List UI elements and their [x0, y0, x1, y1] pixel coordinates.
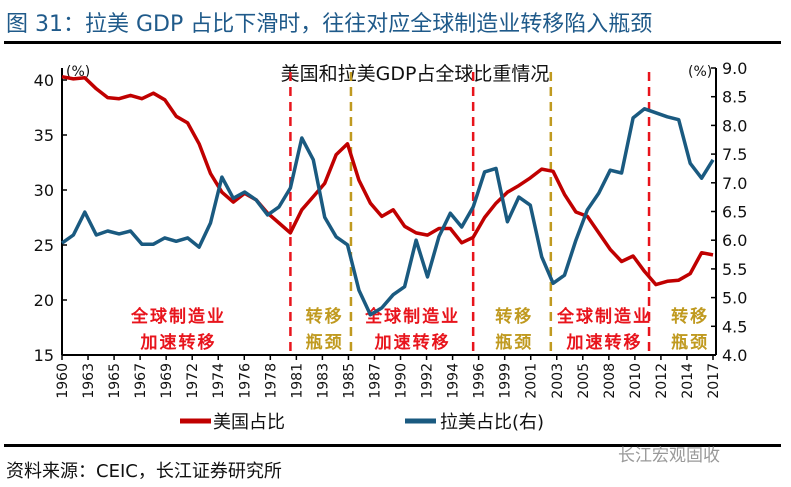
legend-label: 美国占比 — [213, 412, 285, 433]
annotation-text: 瓶颈 — [671, 332, 709, 353]
annotation-text: 加速转移 — [374, 332, 451, 353]
x-tick-label: 1983 — [315, 363, 331, 399]
left-axis-unit: (%) — [66, 64, 90, 80]
x-tick-label: 2012 — [654, 363, 670, 399]
x-tick-label: 2017 — [706, 363, 722, 399]
annotation-text: 加速转移 — [566, 332, 643, 353]
right-tick-label: 9.0 — [722, 59, 747, 78]
x-tick-label: 1994 — [446, 363, 462, 399]
x-tick-label: 1990 — [394, 363, 410, 399]
left-tick-label: 25 — [34, 236, 54, 255]
x-tick-label: 2003 — [550, 363, 566, 399]
annotation-text: 全球制造业 — [556, 306, 652, 327]
x-tick-label: 2014 — [680, 363, 696, 399]
right-axis-unit: (%) — [688, 64, 712, 80]
x-tick-label: 2010 — [628, 363, 644, 399]
right-tick-label: 6.5 — [722, 203, 747, 222]
left-tick-label: 40 — [34, 71, 54, 90]
series-line-latam — [60, 107, 715, 317]
right-tick-label: 6.0 — [722, 231, 747, 250]
annotation-text: 瓶颈 — [306, 332, 344, 353]
annotation-text: 转移 — [306, 306, 344, 327]
x-tick-label: 1967 — [133, 363, 149, 399]
x-tick-label: 1974 — [211, 363, 227, 399]
right-tick-label: 4.5 — [722, 317, 747, 336]
annotation-text: 瓶颈 — [495, 332, 533, 353]
series-line-us — [61, 74, 714, 287]
left-tick-label: 15 — [34, 346, 54, 365]
x-tick-label: 1981 — [289, 363, 305, 399]
right-tick-label: 8.0 — [722, 116, 747, 135]
right-tick-label: 7.5 — [722, 145, 747, 164]
x-tick-label: 1996 — [472, 363, 488, 399]
title-rule — [4, 41, 781, 44]
legend-label: 拉美占比(右) — [440, 412, 544, 433]
x-tick-label: 2001 — [524, 363, 540, 399]
annotation-text: 全球制造业 — [130, 306, 226, 327]
x-tick-label: 1978 — [263, 363, 279, 399]
footer-rule — [4, 444, 781, 447]
left-tick-label: 35 — [34, 126, 54, 145]
right-tick-label: 8.5 — [722, 88, 747, 107]
right-tick-label: 5.0 — [722, 289, 747, 308]
annotation-text: 转移 — [495, 306, 533, 327]
x-tick-label: 1963 — [81, 363, 97, 399]
annotation-text: 转移 — [671, 306, 709, 327]
x-tick-label: 1976 — [237, 363, 253, 399]
x-tick-label: 2008 — [602, 363, 618, 399]
chart-title: 美国和拉美GDP占全球比重情况 — [281, 63, 550, 85]
x-tick-label: 1972 — [185, 363, 201, 399]
right-tick-label: 5.5 — [722, 260, 747, 279]
x-tick-label: 1987 — [367, 363, 383, 399]
x-tick-label: 1969 — [159, 363, 175, 399]
source-note: 资料来源：CEIC，长江证券研究所 — [6, 461, 282, 482]
x-tick-label: 1992 — [420, 363, 436, 399]
left-tick-label: 20 — [34, 291, 54, 310]
right-tick-label: 4.0 — [722, 346, 747, 365]
x-tick-label: 1999 — [498, 363, 514, 399]
annotation-text: 全球制造业 — [364, 306, 460, 327]
x-tick-label: 1985 — [341, 363, 357, 399]
x-tick-label: 1960 — [55, 363, 71, 399]
right-tick-label: 7.0 — [722, 174, 747, 193]
figure-title: 图 31：拉美 GDP 占比下滑时，往往对应全球制造业转移陷入瓶颈 — [6, 12, 653, 37]
x-tick-label: 2005 — [576, 363, 592, 399]
left-tick-label: 30 — [34, 181, 54, 200]
annotation-text: 加速转移 — [139, 332, 216, 353]
watermark: 长江宏观固收 — [618, 446, 720, 466]
x-tick-label: 1965 — [107, 363, 123, 399]
